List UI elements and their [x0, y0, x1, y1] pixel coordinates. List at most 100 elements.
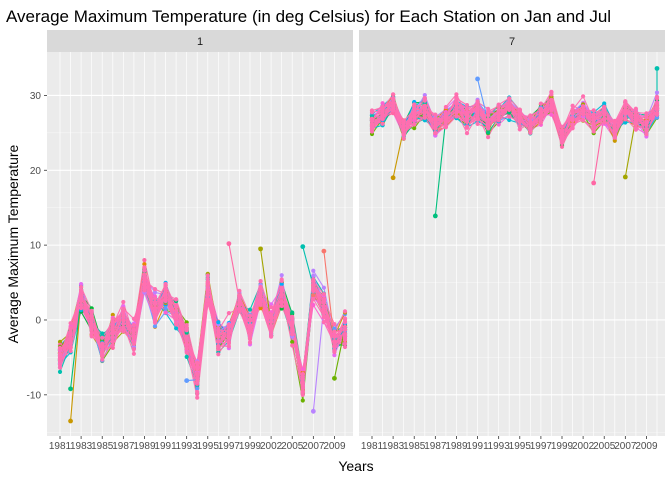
station-data-point — [216, 352, 221, 357]
station-data-point — [269, 305, 274, 310]
strip-label-jul: 7 — [509, 36, 515, 48]
station-data-point — [205, 297, 210, 302]
x-tick-label: 2002 — [572, 441, 595, 452]
station-data-point — [79, 299, 84, 304]
station-data-point — [279, 288, 284, 293]
station-data-point — [633, 125, 639, 130]
x-tick-label: 1987 — [112, 441, 135, 452]
station-data-point — [184, 354, 189, 359]
station-data-point — [110, 327, 115, 332]
station-data-point — [369, 110, 375, 115]
station-data-point — [342, 336, 348, 341]
station-data-point — [464, 105, 470, 110]
station-data-point — [89, 308, 94, 313]
station-data-point — [269, 302, 274, 307]
station-data-point — [380, 101, 385, 106]
station-data-point — [68, 330, 73, 335]
station-data-point — [300, 392, 305, 397]
station-data-point — [391, 97, 396, 102]
outlier-point — [226, 241, 232, 247]
outlier-point — [390, 175, 396, 181]
x-tick-label: 1989 — [133, 441, 156, 452]
x-axis-ticks-jan: 1981198319851987198919911993199519971999… — [49, 436, 346, 452]
station-data-point — [269, 325, 274, 330]
station-data-point — [454, 96, 459, 101]
station-data-point — [184, 346, 189, 351]
station-data-point — [279, 292, 284, 297]
station-data-point — [496, 112, 501, 117]
station-data-point — [174, 297, 179, 302]
panel-jan: 1 19811983198519871989199119931995199719… — [47, 30, 353, 452]
station-data-point — [121, 314, 126, 320]
y-tick-label: -10 — [27, 390, 42, 401]
station-data-point — [184, 335, 189, 340]
station-data-point — [269, 314, 274, 319]
station-data-point — [300, 371, 305, 377]
station-data-point — [559, 135, 565, 140]
station-data-point — [507, 117, 512, 123]
x-axis-ticks-jul: 1981198319851987198919911993199519971999… — [361, 436, 658, 452]
station-data-point — [559, 129, 565, 134]
station-data-point — [633, 121, 639, 126]
station-data-point — [57, 369, 63, 374]
station-data-point — [612, 128, 617, 133]
x-tick-label: 2009 — [323, 441, 346, 452]
station-data-point — [644, 129, 649, 134]
station-data-point — [216, 320, 221, 325]
station-data-point — [216, 328, 221, 333]
station-data-point — [321, 313, 326, 318]
station-data-point — [380, 110, 385, 116]
station-data-point — [570, 111, 575, 116]
station-data-point — [100, 357, 105, 362]
station-data-point — [216, 333, 221, 338]
station-data-point — [142, 286, 147, 291]
station-data-point — [269, 319, 274, 324]
station-data-point — [454, 99, 459, 104]
station-data-point — [422, 105, 427, 110]
station-data-point — [486, 135, 491, 140]
station-data-point — [654, 90, 660, 95]
series-lines-jan — [59, 243, 346, 422]
outlier-point — [321, 248, 327, 254]
y-axis-title: Average Maximum Temperature — [5, 144, 21, 343]
station-data-point — [581, 118, 586, 123]
station-data-point — [538, 107, 544, 112]
station-data-point — [412, 126, 417, 131]
station-data-point — [496, 107, 501, 113]
x-tick-label: 1997 — [218, 441, 241, 452]
station-data-point — [247, 307, 253, 312]
station-data-point — [184, 350, 189, 355]
station-data-point — [142, 272, 147, 277]
station-data-point — [300, 380, 305, 385]
station-data-point — [110, 312, 115, 317]
station-data-point — [131, 327, 136, 332]
station-data-point — [195, 376, 200, 381]
station-data-point — [184, 339, 189, 344]
station-data-point — [89, 323, 94, 328]
station-data-point — [100, 331, 105, 336]
station-data-point — [237, 288, 242, 293]
station-data-point — [464, 119, 470, 125]
station-data-point — [602, 106, 607, 111]
station-data-point — [311, 279, 316, 284]
station-data-point — [602, 120, 607, 125]
station-data-point — [195, 360, 200, 365]
station-data-point — [433, 117, 438, 122]
station-data-point — [68, 333, 73, 338]
station-data-point — [142, 258, 147, 263]
station-data-point — [401, 118, 406, 123]
station-data-point — [68, 321, 73, 326]
station-data-point — [152, 324, 158, 329]
station-data-point — [321, 292, 326, 297]
station-data-point — [79, 282, 84, 287]
outlier-point — [310, 408, 316, 414]
x-tick-label: 1983 — [70, 441, 93, 452]
station-data-point — [332, 353, 337, 358]
station-data-point — [300, 398, 305, 403]
station-data-point — [412, 118, 417, 123]
station-data-point — [591, 121, 596, 126]
station-data-point — [538, 114, 544, 119]
station-data-point — [226, 328, 231, 333]
station-data-point — [464, 125, 470, 130]
